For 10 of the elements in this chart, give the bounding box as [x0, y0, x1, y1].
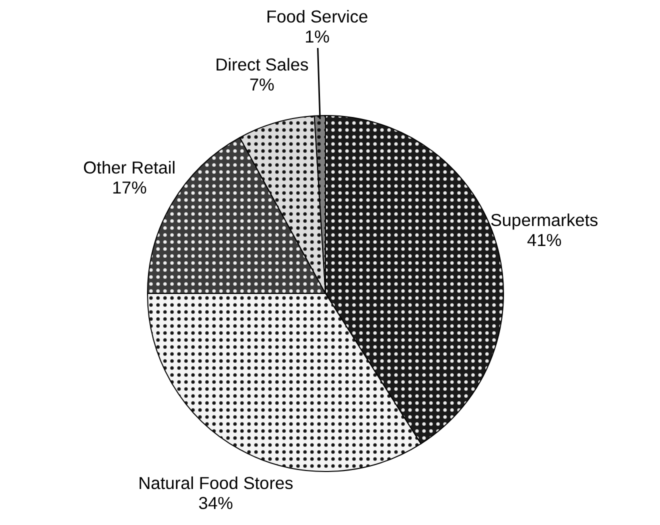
slice-label: Natural Food Stores [138, 473, 294, 494]
data-label: 34% [198, 493, 234, 514]
slice-label: Supermarkets [490, 210, 599, 230]
slice-label: Direct Sales [215, 54, 309, 75]
slice-label: Other Retail [83, 158, 176, 178]
slice-label: Food Service [266, 6, 368, 27]
data-label: 7% [249, 74, 274, 95]
data-label: 1% [304, 26, 330, 47]
data-label: 41% [526, 230, 562, 250]
data-label: 17% [112, 178, 147, 198]
